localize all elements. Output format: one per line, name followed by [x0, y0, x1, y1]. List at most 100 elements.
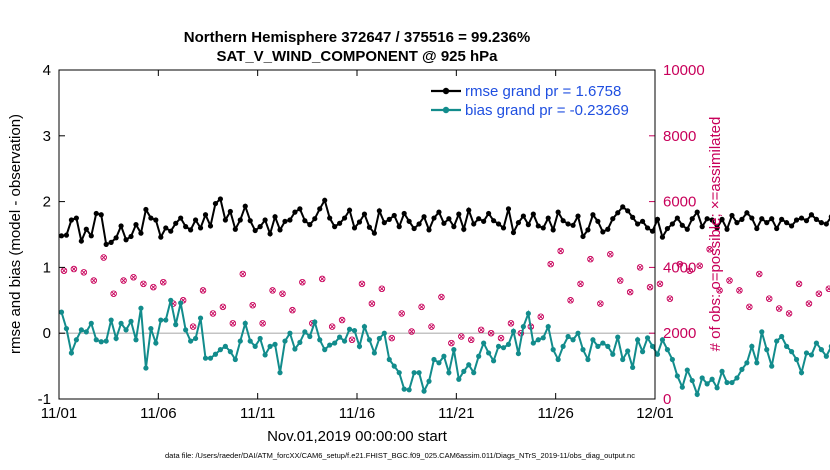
bias-point — [317, 337, 323, 343]
rmse-point — [639, 218, 646, 224]
bias-point — [227, 349, 233, 355]
legend-rmse-label: rmse grand pr = 1.6758 — [465, 83, 621, 100]
bias-point — [699, 375, 705, 381]
bias-point — [188, 338, 194, 344]
bias-point — [798, 370, 805, 376]
bias-point — [446, 370, 452, 376]
obs-count-point — [189, 323, 197, 330]
rmse-point — [178, 215, 184, 221]
obs-count-point — [577, 280, 584, 288]
rmse-point — [684, 226, 690, 232]
bias-point — [803, 350, 810, 356]
bias-point — [779, 333, 785, 340]
bias-point — [103, 338, 109, 344]
rmse-point — [649, 228, 656, 234]
bias-point — [590, 337, 596, 343]
bias-point — [337, 334, 343, 340]
x-tick-label: 11/26 — [537, 405, 573, 422]
bias-point — [361, 324, 368, 330]
bias-point — [332, 340, 338, 346]
rmse-point — [630, 214, 636, 220]
rmse-point — [188, 227, 194, 233]
bias-point — [391, 363, 397, 369]
bias-point — [411, 370, 417, 376]
bias-point — [635, 337, 641, 343]
rmse-point — [625, 208, 631, 214]
bias-point — [217, 347, 224, 353]
bias-point — [192, 335, 199, 342]
bias-point — [312, 319, 318, 325]
rmse-point — [679, 222, 685, 228]
bias-point — [222, 343, 228, 349]
rmse-point — [669, 221, 675, 227]
y-right-tick-label: 8000 — [663, 128, 696, 145]
bias-point — [714, 385, 720, 391]
rmse-point — [332, 224, 338, 230]
bias-point — [620, 356, 626, 363]
rmse-point — [133, 222, 139, 228]
bias-point — [366, 337, 373, 343]
rmse-point — [232, 226, 238, 232]
obs-count-point — [487, 329, 495, 337]
obs-count-point — [666, 295, 674, 302]
rmse-point — [431, 215, 437, 221]
bias-point — [257, 335, 263, 342]
obs-count-point — [328, 323, 336, 330]
rmse-point — [580, 233, 586, 240]
rmse-point — [471, 221, 477, 227]
bias-point — [341, 338, 348, 344]
rmse-point — [709, 217, 715, 223]
obs-count-point — [428, 323, 435, 330]
rmse-point — [515, 220, 522, 226]
obs-count-point — [120, 277, 127, 284]
obs-count-point — [696, 262, 703, 270]
bias-point — [83, 329, 89, 335]
rmse-point — [704, 216, 710, 222]
rmse-point — [337, 220, 343, 226]
bias-point — [113, 335, 119, 342]
rmse-point — [168, 228, 174, 234]
bias-point — [421, 388, 427, 394]
rmse-point — [788, 223, 795, 229]
y-left-tick-label: 3 — [43, 128, 51, 145]
obs-count-point — [279, 290, 286, 297]
bias-point — [471, 370, 477, 376]
bias-point — [58, 309, 65, 315]
rmse-point — [798, 215, 805, 221]
bias-point — [178, 300, 184, 306]
rmse-point — [108, 239, 114, 245]
bias-point — [466, 362, 472, 368]
y-axis-label-right: # of obs: o=possible; ×=assimilated — [707, 117, 724, 352]
legend: rmse grand pr = 1.6758 bias grand pr = -… — [425, 76, 651, 120]
y-left-tick-label: 4 — [43, 62, 51, 79]
bias-point — [490, 358, 497, 364]
rmse-point — [153, 217, 159, 223]
rmse-point — [197, 225, 204, 231]
rmse-point — [247, 218, 253, 224]
rmse-point — [500, 225, 507, 231]
obs-count-point — [636, 264, 644, 271]
bias-point — [93, 337, 99, 343]
rmse-point — [277, 227, 283, 233]
obs-count-point — [438, 293, 445, 301]
bias-point — [133, 337, 139, 343]
x-tick-label: 12/01 — [636, 405, 674, 422]
obs-count-point — [795, 280, 803, 288]
bias-point — [128, 318, 134, 324]
obs-count-point — [408, 328, 415, 335]
rmse-point — [282, 218, 288, 224]
rmse-point — [570, 222, 576, 228]
bias-point — [610, 351, 616, 357]
rmse-point — [446, 216, 452, 222]
bias-point — [247, 338, 253, 344]
bias-point — [808, 352, 815, 358]
rmse-point — [58, 233, 65, 239]
obs-count-point — [378, 285, 386, 293]
rmse-point — [699, 224, 705, 230]
obs-count-point — [686, 267, 694, 274]
bias-point — [88, 320, 94, 326]
y-right-tick-label: 4000 — [663, 259, 696, 276]
obs-count-point — [567, 297, 574, 304]
obs-count-point — [736, 287, 743, 294]
bias-point — [451, 347, 457, 353]
